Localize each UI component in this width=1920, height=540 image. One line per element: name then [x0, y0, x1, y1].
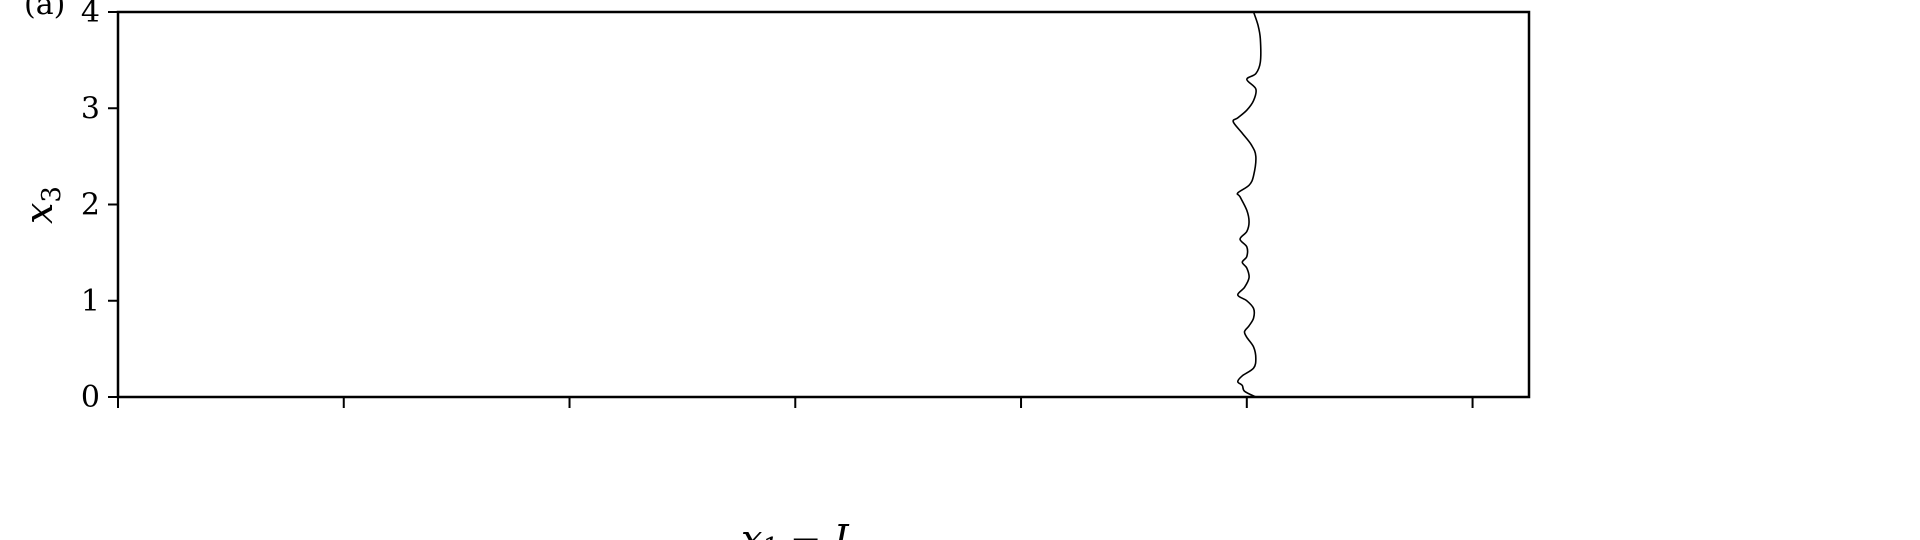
panel-label: (a) [24, 0, 65, 22]
series-line-0 [1232, 11, 1262, 398]
y-axis-ticks: 0 1 2 3 4 [81, 0, 118, 415]
x-axis-label-partial: x₁ − L [741, 517, 859, 540]
y-axis-label-symbol: x [17, 203, 61, 224]
x-axis-ticks [117, 397, 1474, 408]
y-tick-label-1: 1 [81, 284, 100, 319]
y-tick-label-3: 3 [81, 91, 100, 126]
y-tick-label-0: 0 [81, 380, 100, 415]
series-group [1232, 11, 1262, 398]
y-axis-label-subscript: 3 [37, 186, 67, 203]
plot-frame [116, 10, 1531, 399]
y-axis-label: x3 [17, 186, 67, 224]
plot-axes [116, 10, 1531, 399]
y-tick-label-2: 2 [81, 188, 100, 223]
y-tick-label-4: 4 [81, 0, 100, 30]
